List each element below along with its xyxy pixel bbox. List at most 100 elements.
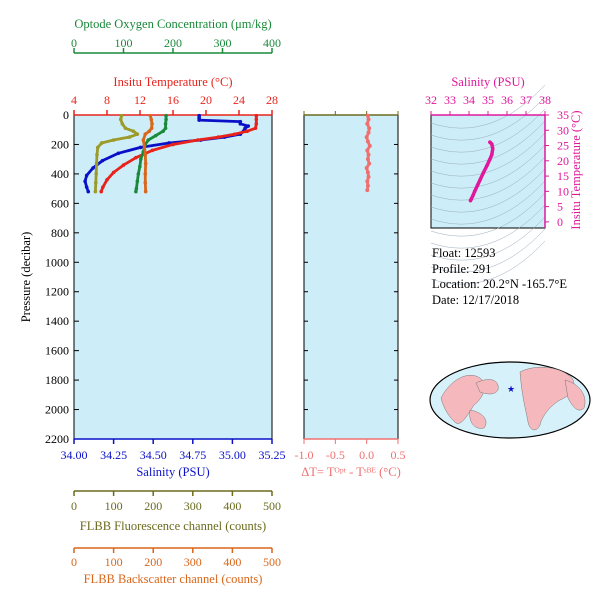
temperature-point	[134, 155, 138, 160]
oxygen-point	[164, 113, 168, 118]
pressure-tick-label: 1600	[45, 344, 69, 358]
fluorescence-point	[131, 129, 136, 133]
salinity-tick-label: 34.75	[179, 448, 206, 462]
backscatter-tick-label: 200	[144, 555, 162, 569]
fluorescence-point	[127, 135, 132, 139]
oxygen-point	[153, 133, 158, 138]
ts-y-tick-label: 20	[557, 154, 569, 168]
oxygen-tick-label: 300	[214, 36, 232, 50]
backscatter-point	[143, 172, 148, 176]
ts-point	[485, 163, 489, 168]
ts-x-tick-label: 32	[425, 93, 437, 107]
backscatter-tick-label: 300	[184, 555, 202, 569]
temperature-tick-label: 8	[104, 93, 110, 107]
ts-x-tick-label: 34	[463, 93, 475, 107]
salinity-point	[84, 173, 89, 178]
ts-y-tick-label: 5	[557, 200, 563, 214]
fluorescence-point	[93, 180, 98, 185]
backscatter-point	[149, 117, 154, 122]
ts-point	[472, 189, 477, 194]
temperature-tick-label: 16	[167, 93, 179, 107]
temperature-point	[233, 132, 237, 136]
density-contour	[430, 204, 546, 249]
density-contour	[430, 132, 546, 177]
ts-point	[490, 142, 494, 146]
delta-t-panel: -1.0 -0.5 0.0 0.5 ΔT= Tᴼᵖᵗ - Tˢᴮᴱ (°C)	[295, 111, 406, 479]
temperature-point	[254, 113, 259, 118]
salinity-point	[91, 166, 95, 170]
delta-t-point	[365, 179, 370, 184]
ts-y-tick-label: 30	[557, 123, 569, 137]
oxygen-point	[161, 129, 165, 133]
float-location-marker: ★	[507, 384, 515, 394]
delta-t-plot-area	[303, 114, 399, 440]
ts-x-tick-label: 36	[501, 93, 513, 107]
temperature-point	[254, 117, 259, 122]
oxygen-point	[146, 138, 151, 142]
salinity-point	[238, 122, 243, 126]
delta-t-point	[366, 117, 371, 122]
float-id: Float: 12593	[432, 246, 496, 260]
oxygen-point	[164, 117, 168, 122]
oxygen-point	[134, 189, 138, 194]
delta-t-tick-label: -1.0	[295, 448, 314, 462]
salinity-point	[86, 189, 91, 194]
oxygen-point	[135, 179, 140, 184]
delta-t-point	[365, 183, 370, 188]
pressure-tick-label: 0	[63, 108, 69, 122]
fluorescence-point	[118, 117, 123, 122]
backscatter-point	[143, 152, 148, 157]
backscatter-tick-label: 400	[223, 555, 241, 569]
ts-x-axis-title: Salinity (PSU)	[451, 75, 524, 89]
ts-point	[490, 146, 495, 151]
ts-point	[475, 183, 480, 188]
salinity-tick-label: 35.00	[219, 448, 246, 462]
pressure-tick-label: 600	[51, 196, 69, 210]
density-contour	[430, 156, 546, 201]
density-contour	[430, 180, 546, 225]
ts-point	[490, 152, 494, 157]
density-contour	[430, 168, 546, 213]
backscatter-point	[141, 138, 146, 142]
salinity-axis-title: Salinity (PSU)	[136, 465, 209, 479]
oxygen-tick-label: 200	[164, 36, 182, 50]
delta-t-point	[365, 188, 370, 193]
ts-y-tick-label: 35	[557, 108, 569, 122]
ts-x-tick-label: 38	[539, 93, 551, 107]
pressure-axis-label: Pressure (decibar)	[19, 232, 33, 323]
ts-point	[468, 198, 473, 203]
delta-t-tick-label: 0.5	[391, 448, 406, 462]
delta-t-point	[364, 166, 369, 171]
fluorescence-axis-title: FLBB Fluorescence channel (counts)	[80, 519, 266, 533]
temperature-point	[171, 142, 175, 147]
temperature-point	[105, 178, 109, 182]
backscatter-point	[149, 126, 154, 131]
world-map: ★	[429, 361, 591, 439]
density-contour	[430, 96, 546, 141]
oxygen-tick-label: 100	[115, 36, 133, 50]
density-contour	[430, 84, 546, 129]
salinity-point	[84, 185, 89, 189]
salinity-point	[83, 179, 87, 184]
backscatter-axis-title: FLBB Backscatter channel (counts)	[84, 572, 263, 586]
delta-t-point	[366, 152, 371, 157]
profile-date: Date: 12/17/2018	[432, 292, 520, 307]
pressure-tick-label: 800	[51, 226, 69, 240]
backscatter-point	[147, 129, 152, 133]
backscatter-point	[148, 113, 153, 118]
pressure-tick-label: 400	[51, 167, 69, 181]
temperature-tick-label: 12	[134, 93, 146, 107]
density-contour	[430, 144, 546, 189]
density-contour	[430, 240, 546, 285]
ts-y-tick-label: 25	[557, 139, 569, 153]
ts-y-tick-label: 10	[557, 184, 569, 198]
density-contour	[430, 216, 546, 261]
backscatter-point	[150, 122, 154, 126]
pressure-tick-label: 200	[51, 137, 69, 151]
backscatter-point	[142, 145, 147, 150]
oxygen-axis-title: Optode Oxygen Concentration (μm/kg)	[74, 17, 271, 31]
salinity-point	[197, 118, 201, 122]
delta-t-point	[365, 148, 370, 153]
oxygen-point	[134, 186, 139, 191]
